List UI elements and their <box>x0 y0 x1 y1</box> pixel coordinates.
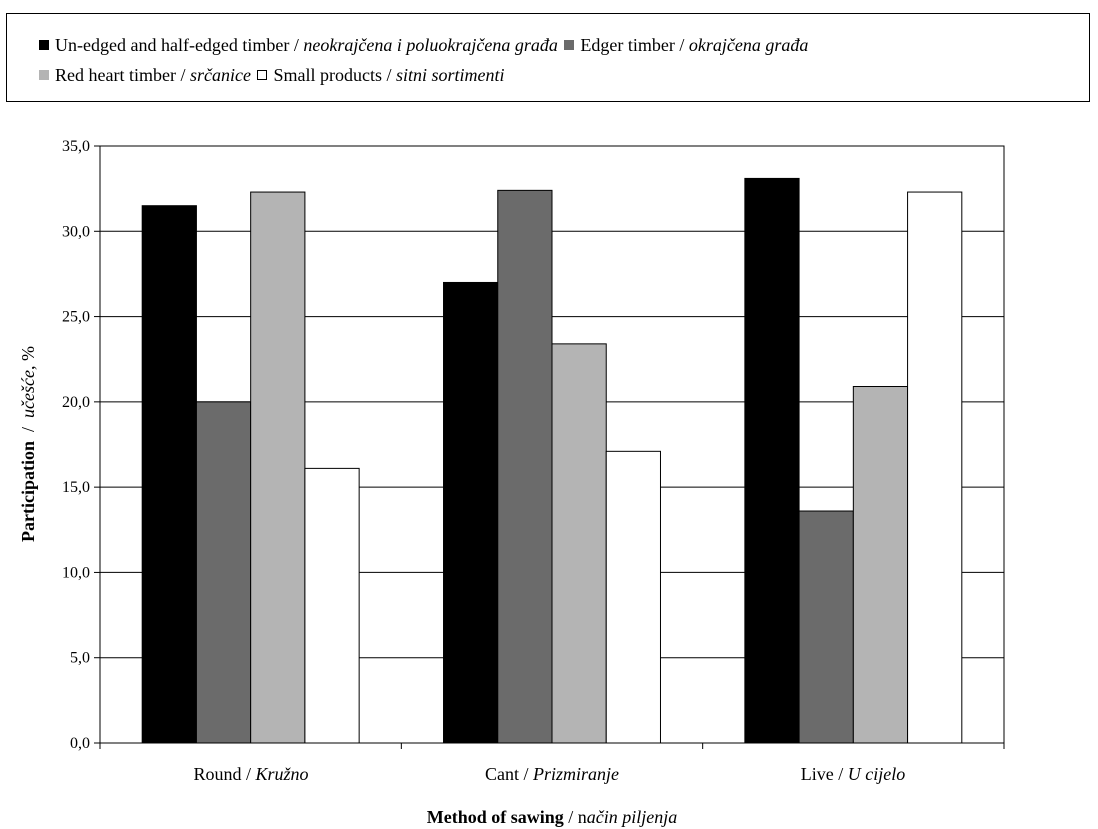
legend-swatch-red-heart <box>39 70 49 80</box>
x-category-label-live-en: Live <box>801 764 834 784</box>
legend-sep: / <box>381 65 396 85</box>
y-tick-label: 35,0 <box>62 138 90 155</box>
chart-legend: Un-edged and half-edged timber / neokraj… <box>6 13 1090 102</box>
bar-1-1 <box>141 205 197 744</box>
y-tick-label: 25,0 <box>62 309 90 326</box>
legend-swatch-unedged <box>39 40 49 50</box>
legend-swatch-edger <box>564 40 575 50</box>
x-category-label-round-en: Round <box>193 764 241 784</box>
x-axis-title-en: Method of sawing <box>427 807 564 827</box>
y-axis-ticks: 0,0 5,0 10,0 15,0 20,0 25,0 30,0 35,0 <box>62 138 100 752</box>
y-tick-label: 30,0 <box>62 223 90 240</box>
legend-label-small-products-local: sitni sortimenti <box>395 65 505 85</box>
bar-2-4 <box>605 450 661 744</box>
bar-3-1 <box>744 177 800 744</box>
bar-1-2 <box>195 401 252 744</box>
x-category-label-cant-en: Cant <box>485 764 519 784</box>
x-category-label-round-local: Kružno <box>255 764 309 784</box>
bar-1-3 <box>250 191 306 744</box>
legend-swatch-small-products <box>257 70 268 80</box>
legend-row-2: Red heart timber / srčanice Small produc… <box>37 64 505 86</box>
bars <box>141 177 963 744</box>
bar-3-4 <box>907 191 963 744</box>
bar-2-1 <box>443 281 499 744</box>
y-axis-title-unit: , % <box>18 346 38 370</box>
y-tick-label: 5,0 <box>70 650 90 667</box>
x-category-label-cant: Cant / Prizmiranje <box>485 764 619 784</box>
legend-item-small-products: Small products / sitni sortimenti <box>255 65 505 85</box>
y-tick-label: 10,0 <box>62 564 90 581</box>
legend-item-unedged: Un-edged and half-edged timber / neokraj… <box>37 35 562 55</box>
x-category-label-live-local: U cijelo <box>848 764 905 784</box>
x-category-label-round: Round / Kružno <box>193 764 308 784</box>
y-axis-title-local: učešće <box>18 370 38 418</box>
legend-label-small-products-en: Small products <box>273 65 382 85</box>
legend-label-red-heart-local: srčanice <box>189 65 251 85</box>
y-tick-label: 0,0 <box>70 735 90 752</box>
bar-2-2 <box>497 189 553 744</box>
legend-sep: / <box>175 65 190 85</box>
y-tick-label: 15,0 <box>62 479 90 496</box>
plot-area-frame <box>99 145 1005 744</box>
legend-label-edger-en: Edger timber <box>580 35 675 55</box>
legend-label-unedged-local: neokrajčena i poluokrajčena građa <box>303 35 558 55</box>
x-category-label-cant-local: Prizmiranje <box>532 764 619 784</box>
x-category-sep: / <box>834 764 848 784</box>
bar-3-3 <box>852 386 909 744</box>
bar-3-2 <box>798 510 854 744</box>
legend-row-1: Un-edged and half-edged timber / neokraj… <box>37 34 808 56</box>
x-axis-title: Method of sawing / način piljenja <box>427 807 678 827</box>
x-category-sep: / <box>241 764 255 784</box>
y-axis-title: Participation / učešće, % <box>18 346 38 542</box>
legend-label-red-heart-en: Red heart timber <box>55 65 176 85</box>
y-axis-title-sep: / <box>18 418 38 441</box>
legend-sep: / <box>674 35 689 55</box>
x-axis-title-local: ačin piljenja <box>587 807 677 827</box>
legend-sep: / <box>289 35 304 55</box>
legend-item-edger: Edger timber / okrajčena građa <box>562 35 808 55</box>
bar-1-4 <box>304 467 360 744</box>
bar-2-3 <box>551 343 607 744</box>
legend-label-unedged-en: Un-edged and half-edged timber <box>55 35 290 55</box>
x-category-sep: / <box>519 764 533 784</box>
y-tick-label: 20,0 <box>62 394 90 411</box>
legend-label-edger-local: okrajčena građa <box>688 35 809 55</box>
x-category-label-live: Live / U cijelo <box>801 764 906 784</box>
legend-item-red-heart: Red heart timber / srčanice <box>37 65 255 85</box>
x-axis-ticks <box>99 743 1005 749</box>
y-axis-title-en: Participation <box>18 441 38 542</box>
x-axis-title-sep: / n <box>564 807 587 827</box>
